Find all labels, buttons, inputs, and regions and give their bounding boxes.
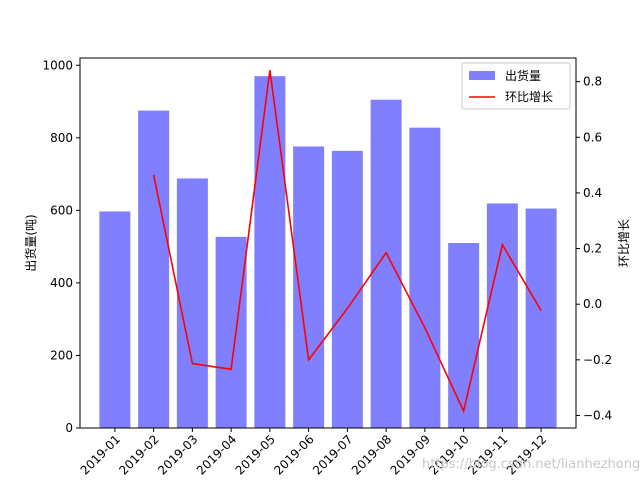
x-tick-label: 2019-06 (271, 432, 316, 477)
legend-label-shipments: 出货量 (505, 68, 541, 83)
y-tick-label: 800 (50, 131, 73, 145)
bar-2019-02 (138, 110, 170, 429)
bar-2019-08 (370, 99, 402, 428)
bar-2019-11 (486, 203, 518, 428)
y2-tick-label: 0.2 (583, 242, 602, 256)
x-tick-label: 2019-02 (116, 432, 161, 477)
y-axis-left: 0 200 400 600 800 1000 (42, 58, 80, 435)
y-tick-label: 0 (65, 421, 73, 435)
y-axis-title: 出货量(吨) (23, 214, 38, 271)
x-tick-label: 2019-05 (233, 432, 278, 477)
y2-tick-label: −0.4 (583, 408, 612, 422)
y2-tick-label: 0.4 (583, 186, 602, 200)
y2-axis-title: 环比增长 (617, 219, 631, 267)
y2-tick-label: 0.6 (583, 130, 602, 144)
watermark: https://blog.csdn.net/lianhezhong (422, 457, 640, 472)
bar-2019-09 (409, 127, 441, 428)
legend: 出货量 环比增长 (461, 62, 571, 110)
x-tick-label: 2019-07 (310, 432, 355, 477)
plot-frame (79, 57, 577, 429)
x-tick-label: 2019-03 (155, 432, 200, 477)
y-tick-label: 200 (50, 348, 73, 362)
line-series (152, 70, 542, 414)
y-axis-right: −0.4 −0.2 0.0 0.2 0.4 0.6 0.8 (576, 75, 612, 422)
y2-tick-label: 0.0 (583, 297, 602, 311)
bar-2019-04 (215, 236, 247, 428)
growth-line (152, 70, 542, 414)
bar-series (99, 76, 557, 429)
x-tick-label: 2019-08 (349, 432, 394, 477)
bar-2019-03 (176, 178, 208, 428)
bar-2019-06 (293, 146, 325, 428)
x-tick-label: 2019-04 (194, 432, 239, 477)
x-tick-label: 2019-01 (78, 432, 123, 477)
y-tick-label: 400 (50, 276, 73, 290)
y2-tick-label: −0.2 (583, 353, 612, 367)
y-tick-label: 1000 (42, 58, 73, 72)
bar-2019-10 (448, 243, 480, 428)
y-tick-label: 600 (50, 203, 73, 217)
bar-2019-01 (99, 211, 131, 428)
legend-label-growth: 环比增长 (505, 90, 553, 104)
bar-2019-12 (525, 208, 557, 428)
bar-2019-07 (331, 150, 363, 429)
y2-tick-label: 0.8 (583, 75, 602, 89)
legend-bar-swatch (469, 71, 495, 80)
bar-2019-05 (254, 76, 286, 428)
